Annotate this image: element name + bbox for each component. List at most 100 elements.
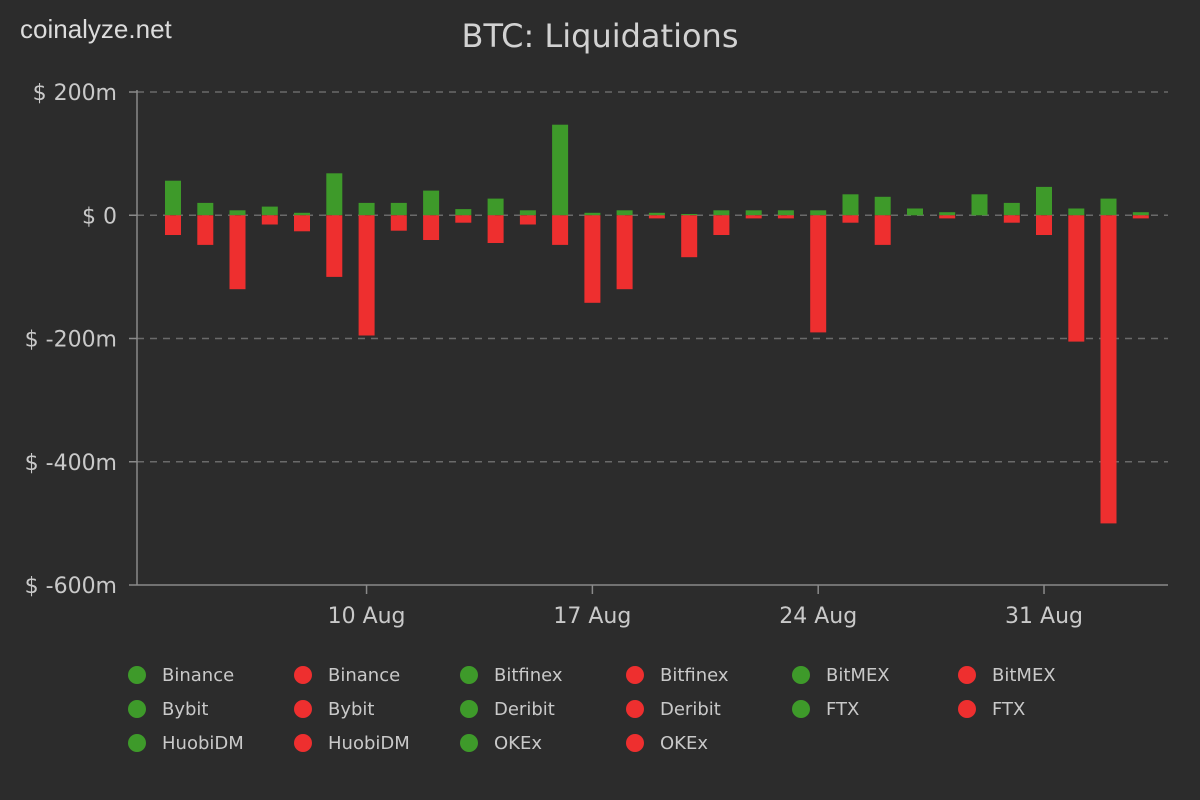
long-liquidation-bar[interactable] [907,208,923,216]
bars[interactable] [165,124,1149,524]
legend-dot-icon [294,666,312,684]
legend-label: FTX [826,698,860,720]
long-liquidation-bar[interactable] [681,214,698,216]
long-liquidation-bar[interactable] [326,173,343,216]
legend-item[interactable]: Bitfinex [458,664,624,686]
legend-label: Binance [162,664,235,686]
long-liquidation-bar[interactable] [261,206,278,216]
y-tick-label: $ -200m [25,328,117,353]
legend-dot-icon [128,734,146,752]
short-liquidation-bar[interactable] [487,215,504,243]
legend-dot-icon [626,734,644,752]
short-liquidation-bar[interactable] [455,215,472,223]
x-tick-label: 17 Aug [553,604,631,629]
legend-item[interactable]: FTX [790,698,956,720]
short-liquidation-bar[interactable] [745,215,762,219]
legend-item[interactable]: FTX [956,698,1122,720]
long-liquidation-bar[interactable] [745,210,762,216]
legend-label: Bybit [328,698,375,720]
long-liquidation-bar[interactable] [423,190,440,216]
legend-item[interactable]: Binance [292,664,458,686]
short-liquidation-bar[interactable] [777,215,794,219]
short-liquidation-bar[interactable] [648,215,665,219]
short-liquidation-bar[interactable] [519,215,536,225]
short-liquidation-bar[interactable] [552,215,569,245]
legend-dot-icon [958,700,976,718]
legend-item[interactable]: Deribit [624,698,790,720]
legend-dot-icon [294,734,312,752]
legend-item[interactable]: OKEx [458,732,624,754]
long-liquidation-bar[interactable] [390,202,407,216]
short-liquidation-bar[interactable] [165,215,181,235]
short-liquidation-bar[interactable] [390,215,407,231]
legend-label: Deribit [660,698,721,720]
legend-item[interactable]: BitMEX [956,664,1122,686]
legend-label: OKEx [494,732,542,754]
short-liquidation-bar[interactable] [294,215,310,232]
short-liquidation-bar[interactable] [616,215,633,290]
legend-item[interactable]: HuobiDM [292,732,458,754]
short-liquidation-bar[interactable] [326,215,343,277]
long-liquidation-bar[interactable] [939,212,956,216]
short-liquidation-bar[interactable] [842,215,859,223]
short-liquidation-bar[interactable] [1068,215,1085,342]
long-liquidation-bar[interactable] [777,210,794,216]
long-liquidation-bar[interactable] [165,180,181,216]
legend-item[interactable]: Bybit [292,698,458,720]
short-liquidation-bar[interactable] [1036,215,1052,235]
short-liquidation-bar[interactable] [423,215,440,240]
long-liquidation-bar[interactable] [971,194,988,216]
legend-label: Bybit [162,698,209,720]
long-liquidation-bar[interactable] [519,210,536,216]
short-liquidation-bar[interactable] [197,215,214,245]
legend-item[interactable]: OKEx [624,732,790,754]
long-liquidation-bar[interactable] [874,196,891,216]
legend-label: Deribit [494,698,555,720]
long-liquidation-bar[interactable] [1100,198,1117,216]
short-liquidation-bar[interactable] [939,215,956,219]
long-liquidation-bar[interactable] [1036,186,1052,216]
legend-item[interactable]: Bybit [126,698,292,720]
long-liquidation-bar[interactable] [294,212,310,216]
long-liquidation-bar[interactable] [487,198,504,216]
legend-label: Binance [328,664,401,686]
short-liquidation-bar[interactable] [681,215,698,258]
liquidations-chart: BTC: Liquidations $ 200m $ 0 $ -200m $ -400… [25,17,1168,629]
long-liquidation-bar[interactable] [1132,212,1149,216]
short-liquidation-bar[interactable] [1100,215,1117,524]
short-liquidation-bar[interactable] [1003,215,1020,223]
legend-item[interactable]: BitMEX [790,664,956,686]
long-liquidation-bar[interactable] [842,194,859,216]
long-liquidation-bar[interactable] [1068,208,1085,216]
short-liquidation-bar[interactable] [1132,215,1149,219]
short-liquidation-bar[interactable] [229,215,246,290]
short-liquidation-bar[interactable] [810,215,827,333]
axes [129,90,1168,594]
long-liquidation-bar[interactable] [1003,202,1020,216]
long-liquidation-bar[interactable] [455,209,472,216]
short-liquidation-bar[interactable] [713,215,730,235]
legend-dot-icon [460,700,478,718]
legend-dot-icon [626,666,644,684]
legend-item[interactable]: Binance [126,664,292,686]
legend-item[interactable]: Deribit [458,698,624,720]
long-liquidation-bar[interactable] [229,210,246,216]
legend-label: OKEx [660,732,708,754]
legend-item[interactable]: Bitfinex [624,664,790,686]
long-liquidation-bar[interactable] [584,212,601,216]
short-liquidation-bar[interactable] [584,215,601,303]
legend-label: Bitfinex [494,664,563,686]
legend-label: BitMEX [992,664,1056,686]
short-liquidation-bar[interactable] [261,215,278,225]
long-liquidation-bar[interactable] [358,202,375,216]
short-liquidation-bar[interactable] [358,215,375,336]
long-liquidation-bar[interactable] [197,202,214,216]
long-liquidation-bar[interactable] [713,210,730,216]
long-liquidation-bar[interactable] [616,210,633,216]
long-liquidation-bar[interactable] [810,210,827,216]
legend-item[interactable]: HuobiDM [126,732,292,754]
short-liquidation-bar[interactable] [874,215,891,245]
long-liquidation-bar[interactable] [552,124,569,216]
long-liquidation-bar[interactable] [648,212,665,216]
legend-dot-icon [460,666,478,684]
